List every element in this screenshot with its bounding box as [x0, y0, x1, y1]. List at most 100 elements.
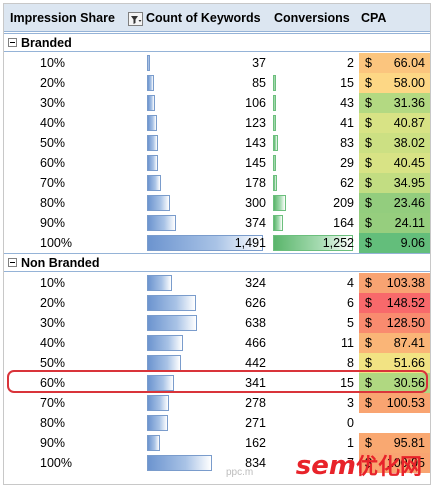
cpa-currency: $ — [365, 376, 372, 390]
collapse-toggle-icon[interactable] — [8, 38, 17, 47]
cpa-currency: $ — [365, 396, 372, 410]
conversions-cell: 1,252 — [271, 233, 358, 253]
conversions-databar — [273, 235, 353, 251]
count-value: 374 — [245, 216, 266, 230]
cpa-value: 40.45 — [393, 156, 425, 170]
cpa-currency: $ — [365, 356, 372, 370]
conversions-cell: 5 — [271, 313, 358, 333]
table-row: 20% 85 15 $58.00 — [4, 73, 430, 93]
impression-share-label: 10% — [40, 56, 66, 70]
count-cell: 1,491 — [145, 233, 270, 253]
cpa-color-scale — [359, 453, 430, 473]
impression-share-label: 80% — [40, 416, 66, 430]
cpa-cell: $23.46 — [359, 193, 430, 213]
count-value: 178 — [245, 176, 266, 190]
cpa-value: 100.53 — [386, 396, 425, 410]
filter-dropdown-button[interactable] — [128, 12, 143, 26]
cpa-value: 100.95 — [386, 456, 425, 470]
cpa-currency: $ — [365, 116, 372, 130]
table-row: 10% 37 2 $66.04 — [4, 53, 430, 73]
cpa-color-scale — [359, 293, 430, 313]
conversions-cell: 41 — [271, 113, 358, 133]
conversions-value: 3 — [347, 396, 354, 410]
conversions-databar — [273, 95, 276, 111]
cpa-color-scale — [359, 93, 430, 113]
cpa-cell — [359, 413, 430, 433]
count-databar — [147, 335, 183, 351]
count-databar — [147, 195, 170, 211]
conversions-value: 209 — [333, 196, 354, 210]
conversions-cell: 15 — [271, 73, 358, 93]
cpa-currency: $ — [365, 236, 372, 250]
cpa-color-scale — [359, 333, 430, 353]
conversions-value: 1 — [347, 436, 354, 450]
cpa-color-scale — [359, 153, 430, 173]
table-row: 30% 638 5 $128.50 — [4, 313, 430, 333]
cpa-currency: $ — [365, 316, 372, 330]
cpa-currency: $ — [365, 216, 372, 230]
filter-icon — [131, 16, 142, 24]
count-value: 466 — [245, 336, 266, 350]
table-row: 70% 178 62 $34.95 — [4, 173, 430, 193]
cpa-color-scale — [359, 233, 430, 253]
count-cell: 85 — [145, 73, 270, 93]
impression-share-label: 60% — [40, 156, 66, 170]
count-value: 143 — [245, 136, 266, 150]
conversions-value: 5 — [347, 316, 354, 330]
group-header[interactable]: Non Branded — [4, 253, 430, 272]
count-value: 300 — [245, 196, 266, 210]
count-value: 145 — [245, 156, 266, 170]
count-cell: 145 — [145, 153, 270, 173]
impression-share-label: 40% — [40, 116, 66, 130]
count-databar — [147, 295, 196, 311]
count-databar — [147, 115, 157, 131]
conversions-value: 6 — [347, 296, 354, 310]
cpa-color-scale — [359, 193, 430, 213]
conversions-cell: 11 — [271, 333, 358, 353]
count-databar — [147, 155, 158, 171]
conversions-value: 41 — [340, 116, 354, 130]
count-value: 162 — [245, 436, 266, 450]
conversions-value: 4 — [347, 276, 354, 290]
cpa-color-scale — [359, 213, 430, 233]
table-row: 60% 341 15 $30.56 — [4, 373, 430, 393]
count-databar — [147, 355, 181, 371]
conversions-value: 7 — [347, 456, 354, 470]
cpa-color-scale — [359, 413, 430, 433]
cpa-cell: $100.95 — [359, 453, 430, 473]
count-value: 834 — [245, 456, 266, 470]
impression-share-label: 20% — [40, 296, 66, 310]
count-value: 626 — [245, 296, 266, 310]
cpa-color-scale — [359, 313, 430, 333]
count-value: 1,491 — [234, 236, 266, 250]
collapse-toggle-icon[interactable] — [8, 258, 17, 267]
cpa-cell: $34.95 — [359, 173, 430, 193]
count-cell: 466 — [145, 333, 270, 353]
cpa-cell: $9.06 — [359, 233, 430, 253]
count-databar — [147, 175, 161, 191]
highlight-outline — [7, 370, 428, 393]
conversions-cell: 15 — [271, 373, 358, 393]
conversions-databar — [273, 215, 283, 231]
count-cell: 106 — [145, 93, 270, 113]
cpa-value: 40.87 — [393, 116, 425, 130]
conversions-cell: 83 — [271, 133, 358, 153]
group-header[interactable]: Branded — [4, 33, 430, 52]
count-cell: 834 — [145, 453, 270, 473]
count-databar — [147, 95, 155, 111]
cpa-value: 23.46 — [393, 196, 425, 210]
impression-share-label: 30% — [40, 316, 66, 330]
count-value: 37 — [252, 56, 266, 70]
cpa-value: 31.36 — [393, 96, 425, 110]
conversions-cell: 62 — [271, 173, 358, 193]
cpa-cell: $38.02 — [359, 133, 430, 153]
conversions-value: 29 — [340, 156, 354, 170]
cpa-currency: $ — [365, 76, 372, 90]
impression-share-label: 50% — [40, 136, 66, 150]
cpa-cell: $148.52 — [359, 293, 430, 313]
conversions-cell: 7 — [271, 453, 358, 473]
cpa-value: 30.56 — [393, 376, 425, 390]
watermark-site: 优化网 — [355, 455, 422, 480]
table-row: 90% 162 1 $95.81 — [4, 433, 430, 453]
cpa-color-scale — [359, 273, 430, 293]
